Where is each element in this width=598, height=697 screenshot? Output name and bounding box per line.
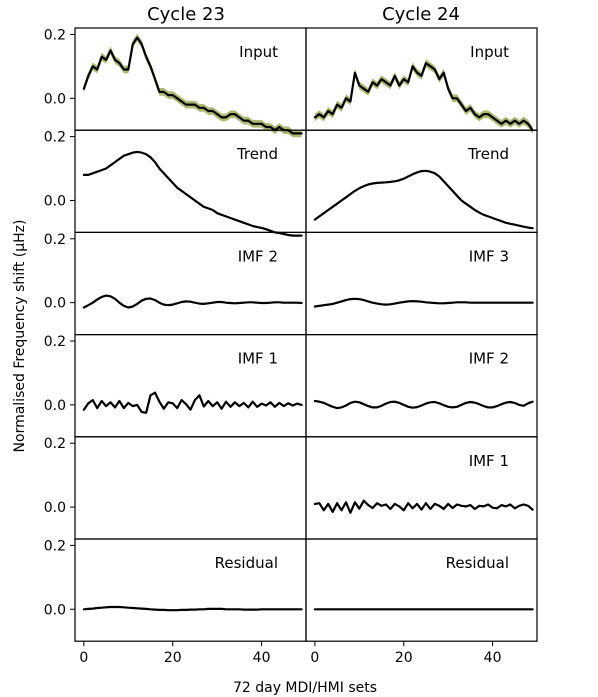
column-title-cycle-24: Cycle 24 [382,4,460,25]
y-tick-label: 0.0 [44,296,66,312]
series-line [313,62,534,132]
y-tick-label: 0.0 [44,193,66,209]
x-axis-label: 72 day MDI/HMI sets [233,680,377,696]
series-line [313,399,534,410]
panel-label: IMF 2 [238,247,278,265]
y-tick-label: 0.0 [44,500,66,516]
y-tick-label: 0.0 [44,602,66,618]
column-title-cycle-23: Cycle 23 [147,4,225,25]
y-tick-label: 0.2 [44,538,66,554]
panel-frame [74,436,307,540]
panel-label: IMF 2 [469,350,509,368]
panel-label: Residual [446,554,509,572]
panel-label: Residual [215,554,278,572]
series-line [313,297,534,308]
series-line [82,605,303,612]
y-tick-label: 0.2 [44,232,66,248]
series-line [82,150,303,237]
panel-label: Trend [467,145,509,163]
x-tick-label: 20 [395,650,413,666]
x-tick-label: 40 [253,650,271,666]
y-tick-label: 0.2 [44,130,66,146]
panel-label: IMF 3 [469,247,509,265]
y-tick-label: 0.0 [44,91,66,107]
y-tick-label: 0.2 [44,334,66,350]
panel-label: IMF 1 [238,350,278,368]
panel-label: IMF 1 [469,452,509,470]
series-line [82,391,303,414]
series-line [82,294,303,309]
panel-frame [305,538,538,642]
panel-label: Trend [236,145,278,163]
series-line [313,499,534,514]
panel-label: Input [239,43,278,61]
series-line [313,169,534,230]
y-axis-label: Normalised Frequency shift (μHz) [12,220,28,453]
panels-group: 0.0 0.2 Input 0.0 0.2 Trend 0.0 0.2 IMF 2 0.0 0.2 I… [44,27,538,666]
x-tick-label: 0 [310,650,319,666]
y-tick-label: 0.0 [44,398,66,414]
x-tick-label: 20 [164,650,182,666]
y-tick-label: 0.2 [44,436,66,452]
x-tick-label: 40 [484,650,502,666]
y-tick-label: 0.2 [44,27,66,43]
panel-label: Input [470,43,509,61]
series-line [82,36,303,135]
x-tick-label: 0 [79,650,88,666]
